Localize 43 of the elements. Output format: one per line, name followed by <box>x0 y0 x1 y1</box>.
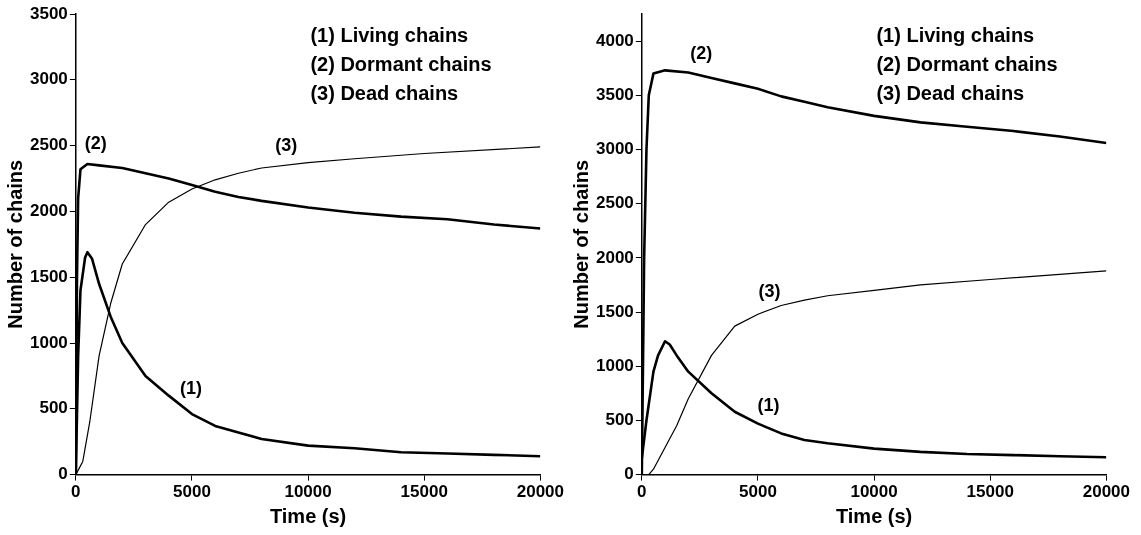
y-tick-label: 3500 <box>595 84 634 104</box>
annotation: (1) Living chains <box>876 23 1035 46</box>
x-tick-label: 10000 <box>850 482 898 502</box>
series-label: (2) <box>84 133 107 154</box>
x-axis-title: Time (s) <box>835 504 913 527</box>
y-tick-label: 2500 <box>29 135 68 155</box>
x-tick-label: 20000 <box>1082 482 1130 502</box>
y-axis-title: Number of chains <box>569 159 592 329</box>
series-label: (1) <box>179 377 202 398</box>
y-axis-title: Number of chains <box>3 159 26 329</box>
annotation: (3) Dead chains <box>876 81 1025 104</box>
x-axis-title: Time (s) <box>269 504 347 527</box>
y-tick-label: 1500 <box>595 301 634 321</box>
annotation: (1) Living chains <box>310 23 469 46</box>
x-tick-label: 15000 <box>966 482 1014 502</box>
x-tick-label: 5000 <box>739 482 777 502</box>
y-tick-label: 4000 <box>595 30 634 50</box>
annotation: (3) Dead chains <box>310 81 459 104</box>
annotation: (2) Dormant chains <box>876 52 1058 75</box>
x-tick-label: 5000 <box>173 482 211 502</box>
y-tick-label: 0 <box>58 464 68 484</box>
y-tick-label: 1000 <box>29 332 68 352</box>
series-label: (1) <box>757 394 780 415</box>
series-label: (2) <box>690 43 713 64</box>
x-tick-label: 0 <box>71 482 81 502</box>
x-tick-label: 20000 <box>516 482 564 502</box>
y-tick-label: 2500 <box>595 193 634 213</box>
y-tick-label: 1500 <box>29 266 68 286</box>
y-tick-label: 3000 <box>29 69 68 89</box>
y-tick-label: 500 <box>605 410 634 430</box>
series-label: (3) <box>275 134 298 155</box>
y-tick-label: 2000 <box>595 247 634 267</box>
y-tick-label: 2000 <box>29 201 68 221</box>
y-tick-label: 0 <box>624 464 634 484</box>
y-tick-label: 3000 <box>595 139 634 159</box>
x-tick-label: 10000 <box>284 482 332 502</box>
x-tick-label: 0 <box>637 482 647 502</box>
y-tick-label: 1000 <box>595 355 634 375</box>
x-tick-label: 15000 <box>400 482 448 502</box>
series-label: (3) <box>758 281 781 302</box>
y-tick-label: 3500 <box>29 3 68 23</box>
annotation: (2) Dormant chains <box>310 52 492 75</box>
y-tick-label: 500 <box>39 398 68 418</box>
